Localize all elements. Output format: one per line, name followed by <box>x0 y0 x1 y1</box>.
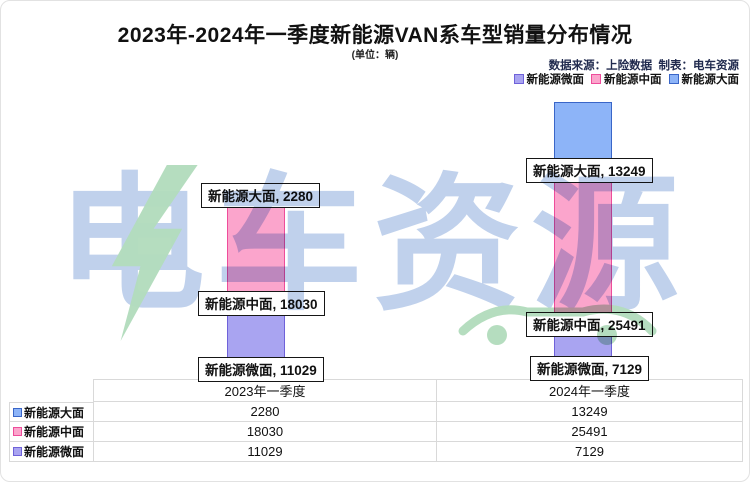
lightning-icon <box>111 165 198 341</box>
legend-item-label: 新能源微面 <box>526 74 585 86</box>
legend-item-label: 新能源中面 <box>604 74 662 86</box>
chart-unit-note: (单位：辆) <box>351 50 399 61</box>
row-swatch-icon <box>13 427 22 436</box>
legend-swatch-icon <box>513 74 524 84</box>
data-label-box: 新能源中面, 25491 <box>526 312 653 337</box>
chart-title: 2023年-2024年一季度新能源VAN系车型销量分布情况 <box>117 24 633 47</box>
legend-item: 新能源微面 <box>513 71 585 87</box>
table-row-label: 新能源大面 <box>9 402 93 422</box>
table-header-cell: 2024年一季度 <box>436 379 743 402</box>
table-row-label: 新能源中面 <box>9 422 93 442</box>
table-row-label-text: 新能源大面 <box>24 405 85 420</box>
data-label-box: 新能源大面, 13249 <box>526 158 653 183</box>
table-value-cell: 13249 <box>436 402 743 422</box>
legend-item: 新能源中面 <box>591 71 662 87</box>
legend-swatch-icon <box>591 74 601 84</box>
legend-item: 新能源大面 <box>668 71 740 87</box>
table-value-cell: 11029 <box>93 442 436 462</box>
chart-legend: 新能源微面 新能源中面 新能源大面 <box>513 71 740 87</box>
table-value-cell: 7129 <box>436 442 743 462</box>
table-value-cell: 2280 <box>93 402 436 422</box>
data-label-box: 新能源中面, 18030 <box>198 291 325 316</box>
table-header-cell: 2023年一季度 <box>93 379 436 402</box>
row-swatch-icon <box>13 407 22 417</box>
legend-swatch-icon <box>668 74 679 84</box>
row-swatch-icon <box>13 447 22 456</box>
data-source-note: 数据来源：上险数据 制表：电车资源 <box>548 60 739 72</box>
sales-table: 2023年一季度 2024年一季度新能源大面 2280 13249 新能源中面 18030… <box>9 379 743 462</box>
data-label-box: 新能源大面, 2280 <box>201 183 321 208</box>
table-row-label: 新能源微面 <box>9 442 93 462</box>
table-row-label-text: 新能源微面 <box>24 445 85 459</box>
data-label-box: 新能源微面, 11029 <box>198 357 324 382</box>
table-row-label-text: 新能源中面 <box>24 425 85 439</box>
table-value-cell: 25491 <box>436 422 743 442</box>
legend-item-label: 新能源大面 <box>681 74 740 86</box>
table-value-cell: 18030 <box>93 422 436 442</box>
data-label-box: 新能源微面, 7129 <box>530 356 650 381</box>
